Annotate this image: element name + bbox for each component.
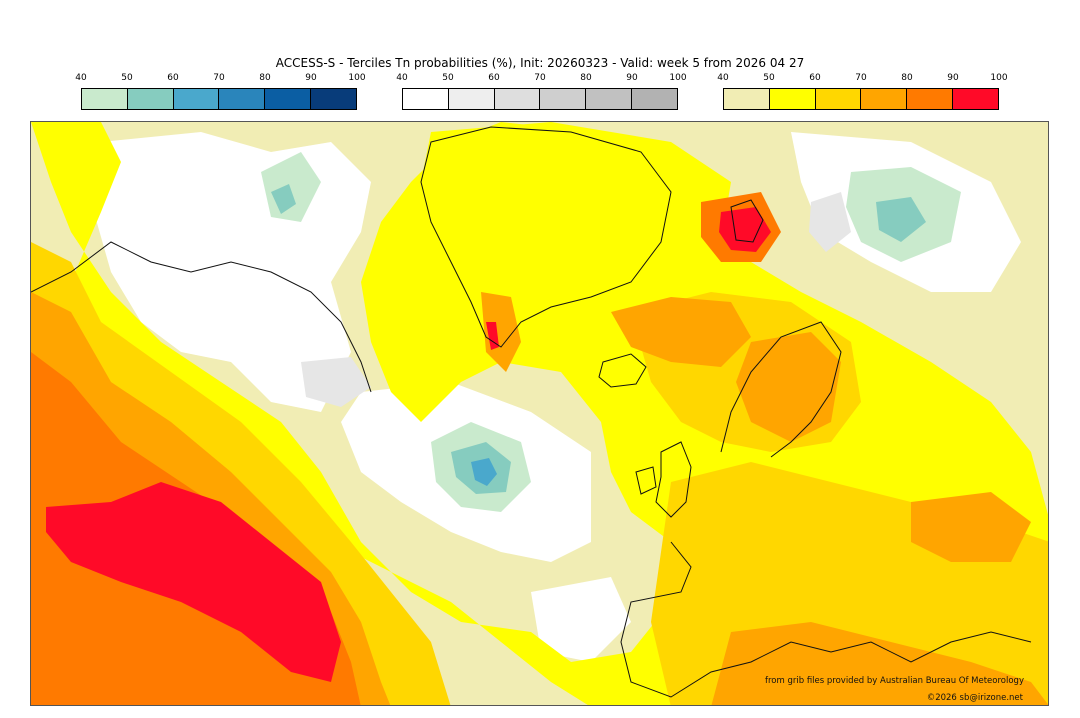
swatch [540,89,587,109]
tick-label: 40 [75,73,87,83]
green-region-baffin [261,152,321,222]
tick-label: 70 [534,73,546,83]
swatch [403,89,449,109]
colorbar-swatches [402,88,678,110]
grey-patch-labrador [301,357,371,407]
orange-region-iceland-norway [611,297,751,367]
tick-label: 100 [990,73,1008,83]
swatch [724,89,770,109]
tick-label: 100 [348,73,366,83]
swatch [127,89,174,109]
map-title: ACCESS-S - Terciles Tn probabilities (%)… [275,56,805,70]
grey-patch-barents [809,192,851,252]
orange-region-balkans [911,492,1031,562]
swatch [265,89,312,109]
teal-region-baffin [271,184,296,214]
colorbar-ticks: 40 50 60 70 80 90 100 [75,73,365,85]
coastline-iceland [598,353,647,388]
tick-label: 60 [809,73,821,83]
tick-label: 80 [259,73,271,83]
coastline-scandinavia [720,321,842,458]
swatch [219,89,266,109]
swatch [173,89,220,109]
colorbar-near-normal: 40 50 60 70 80 90 100 [396,73,687,113]
coastline-europe [620,541,1032,698]
swatch [586,89,633,109]
teal-region-kara-sea [876,197,926,242]
map-canvas [31,122,1048,705]
blue-region-north-atlantic [471,458,497,486]
coastline-british-isles [635,441,692,518]
tick-label: 60 [488,73,500,83]
tick-label: 50 [442,73,454,83]
swatch [311,89,356,109]
red-region-svalbard [719,207,771,252]
tick-label: 50 [121,73,133,83]
colorbar-below-normal: 40 50 60 70 80 90 100 [75,73,366,113]
tick-label: 40 [396,73,408,83]
data-source-credit: from grib files provided by Australian B… [764,676,1024,686]
swatch [448,89,495,109]
white-region-azores [531,577,631,662]
swatch [861,89,908,109]
swatch [632,89,677,109]
colorbar-above-normal: 40 50 60 70 80 90 100 [717,73,1008,113]
tick-label: 80 [580,73,592,83]
tick-label: 60 [167,73,179,83]
coastline-greenland [420,126,672,348]
colorbar-ticks: 40 50 60 70 80 90 100 [396,73,686,85]
swatch [907,89,954,109]
swatch [494,89,541,109]
swatch [815,89,862,109]
swatch [953,89,998,109]
tick-label: 90 [947,73,959,83]
tick-label: 90 [305,73,317,83]
copyright-credit: ©2026 sb@irizone.net [926,693,1023,703]
tick-label: 40 [717,73,729,83]
orange-region-greenland-east [481,292,521,372]
probability-map[interactable] [30,121,1049,706]
colorbar-swatches [723,88,999,110]
tick-label: 70 [213,73,225,83]
yellow-region-greenland [421,122,731,332]
tick-label: 70 [855,73,867,83]
tick-label: 50 [763,73,775,83]
coastline-svalbard [730,199,764,243]
tick-label: 100 [669,73,687,83]
red-region-atlantic [46,482,341,682]
coastline-north-america [31,241,372,393]
tick-label: 90 [626,73,638,83]
colorbar-ticks: 40 50 60 70 80 90 100 [717,73,1007,85]
swatch [82,89,128,109]
swatch [769,89,816,109]
colorbar-swatches [81,88,357,110]
tick-label: 80 [901,73,913,83]
